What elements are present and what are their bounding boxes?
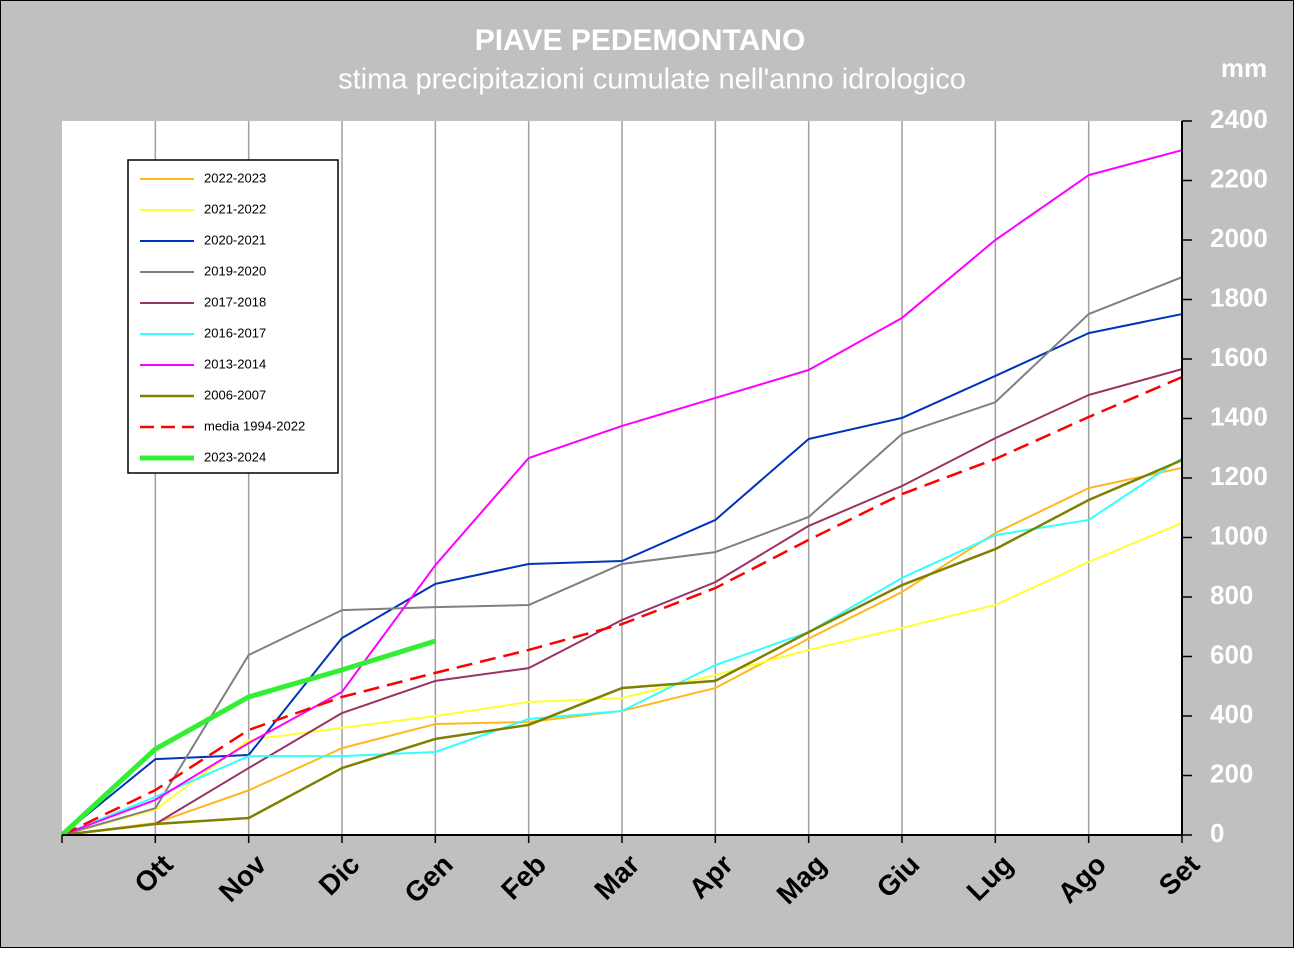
series-line bbox=[61, 368, 1183, 836]
y-tick-label: 200 bbox=[1210, 758, 1253, 788]
y-tick-label: 800 bbox=[1210, 580, 1253, 610]
y-tick-label: 1400 bbox=[1210, 401, 1268, 431]
legend-label: 2019-2020 bbox=[204, 263, 266, 278]
legend-label: 2021-2022 bbox=[204, 201, 266, 216]
y-tick-label: 400 bbox=[1210, 699, 1253, 729]
legend-label: 2020-2021 bbox=[204, 232, 266, 247]
series-line bbox=[61, 459, 1183, 837]
chart-title: PIAVE PEDEMONTANO bbox=[475, 24, 806, 57]
series-line bbox=[61, 149, 1183, 836]
legend: 2022-2023 2021-2022 2020-2021 2019-2020 2017… bbox=[127, 159, 339, 474]
legend-label: 2017-2018 bbox=[204, 294, 266, 309]
chart-subtitle: stima precipitazioni cumulate nell'anno … bbox=[338, 64, 966, 96]
legend-box bbox=[127, 159, 339, 474]
y-tick-label: 1000 bbox=[1210, 520, 1268, 550]
lines bbox=[60, 149, 1183, 837]
series-line bbox=[60, 638, 437, 837]
legend-label: 2016-2017 bbox=[204, 325, 266, 340]
series-line bbox=[61, 276, 1183, 836]
series-line bbox=[61, 457, 1183, 836]
legend-label: 2023-2024 bbox=[204, 449, 266, 464]
series-line bbox=[61, 521, 1183, 836]
y-tick-label: 2200 bbox=[1210, 163, 1268, 193]
y-tick-label: 0 bbox=[1210, 818, 1224, 848]
y-tick-label: 2400 bbox=[1210, 104, 1268, 134]
series-line bbox=[61, 375, 1183, 837]
legend-label: 2022-2023 bbox=[204, 170, 266, 185]
y-tick-label: 1200 bbox=[1210, 461, 1268, 491]
legend-label: 2013-2014 bbox=[204, 356, 266, 371]
series-line bbox=[61, 313, 1183, 836]
y-tick-label: 600 bbox=[1210, 639, 1253, 669]
y-axis-label: mm bbox=[1221, 53, 1267, 83]
y-tick-label: 1800 bbox=[1210, 282, 1268, 312]
y-tick-label: 2000 bbox=[1210, 223, 1268, 253]
legend-label: media 1994-2022 bbox=[204, 418, 305, 433]
legend-label: 2006-2007 bbox=[204, 387, 266, 402]
y-tick-label: 1600 bbox=[1210, 342, 1268, 372]
